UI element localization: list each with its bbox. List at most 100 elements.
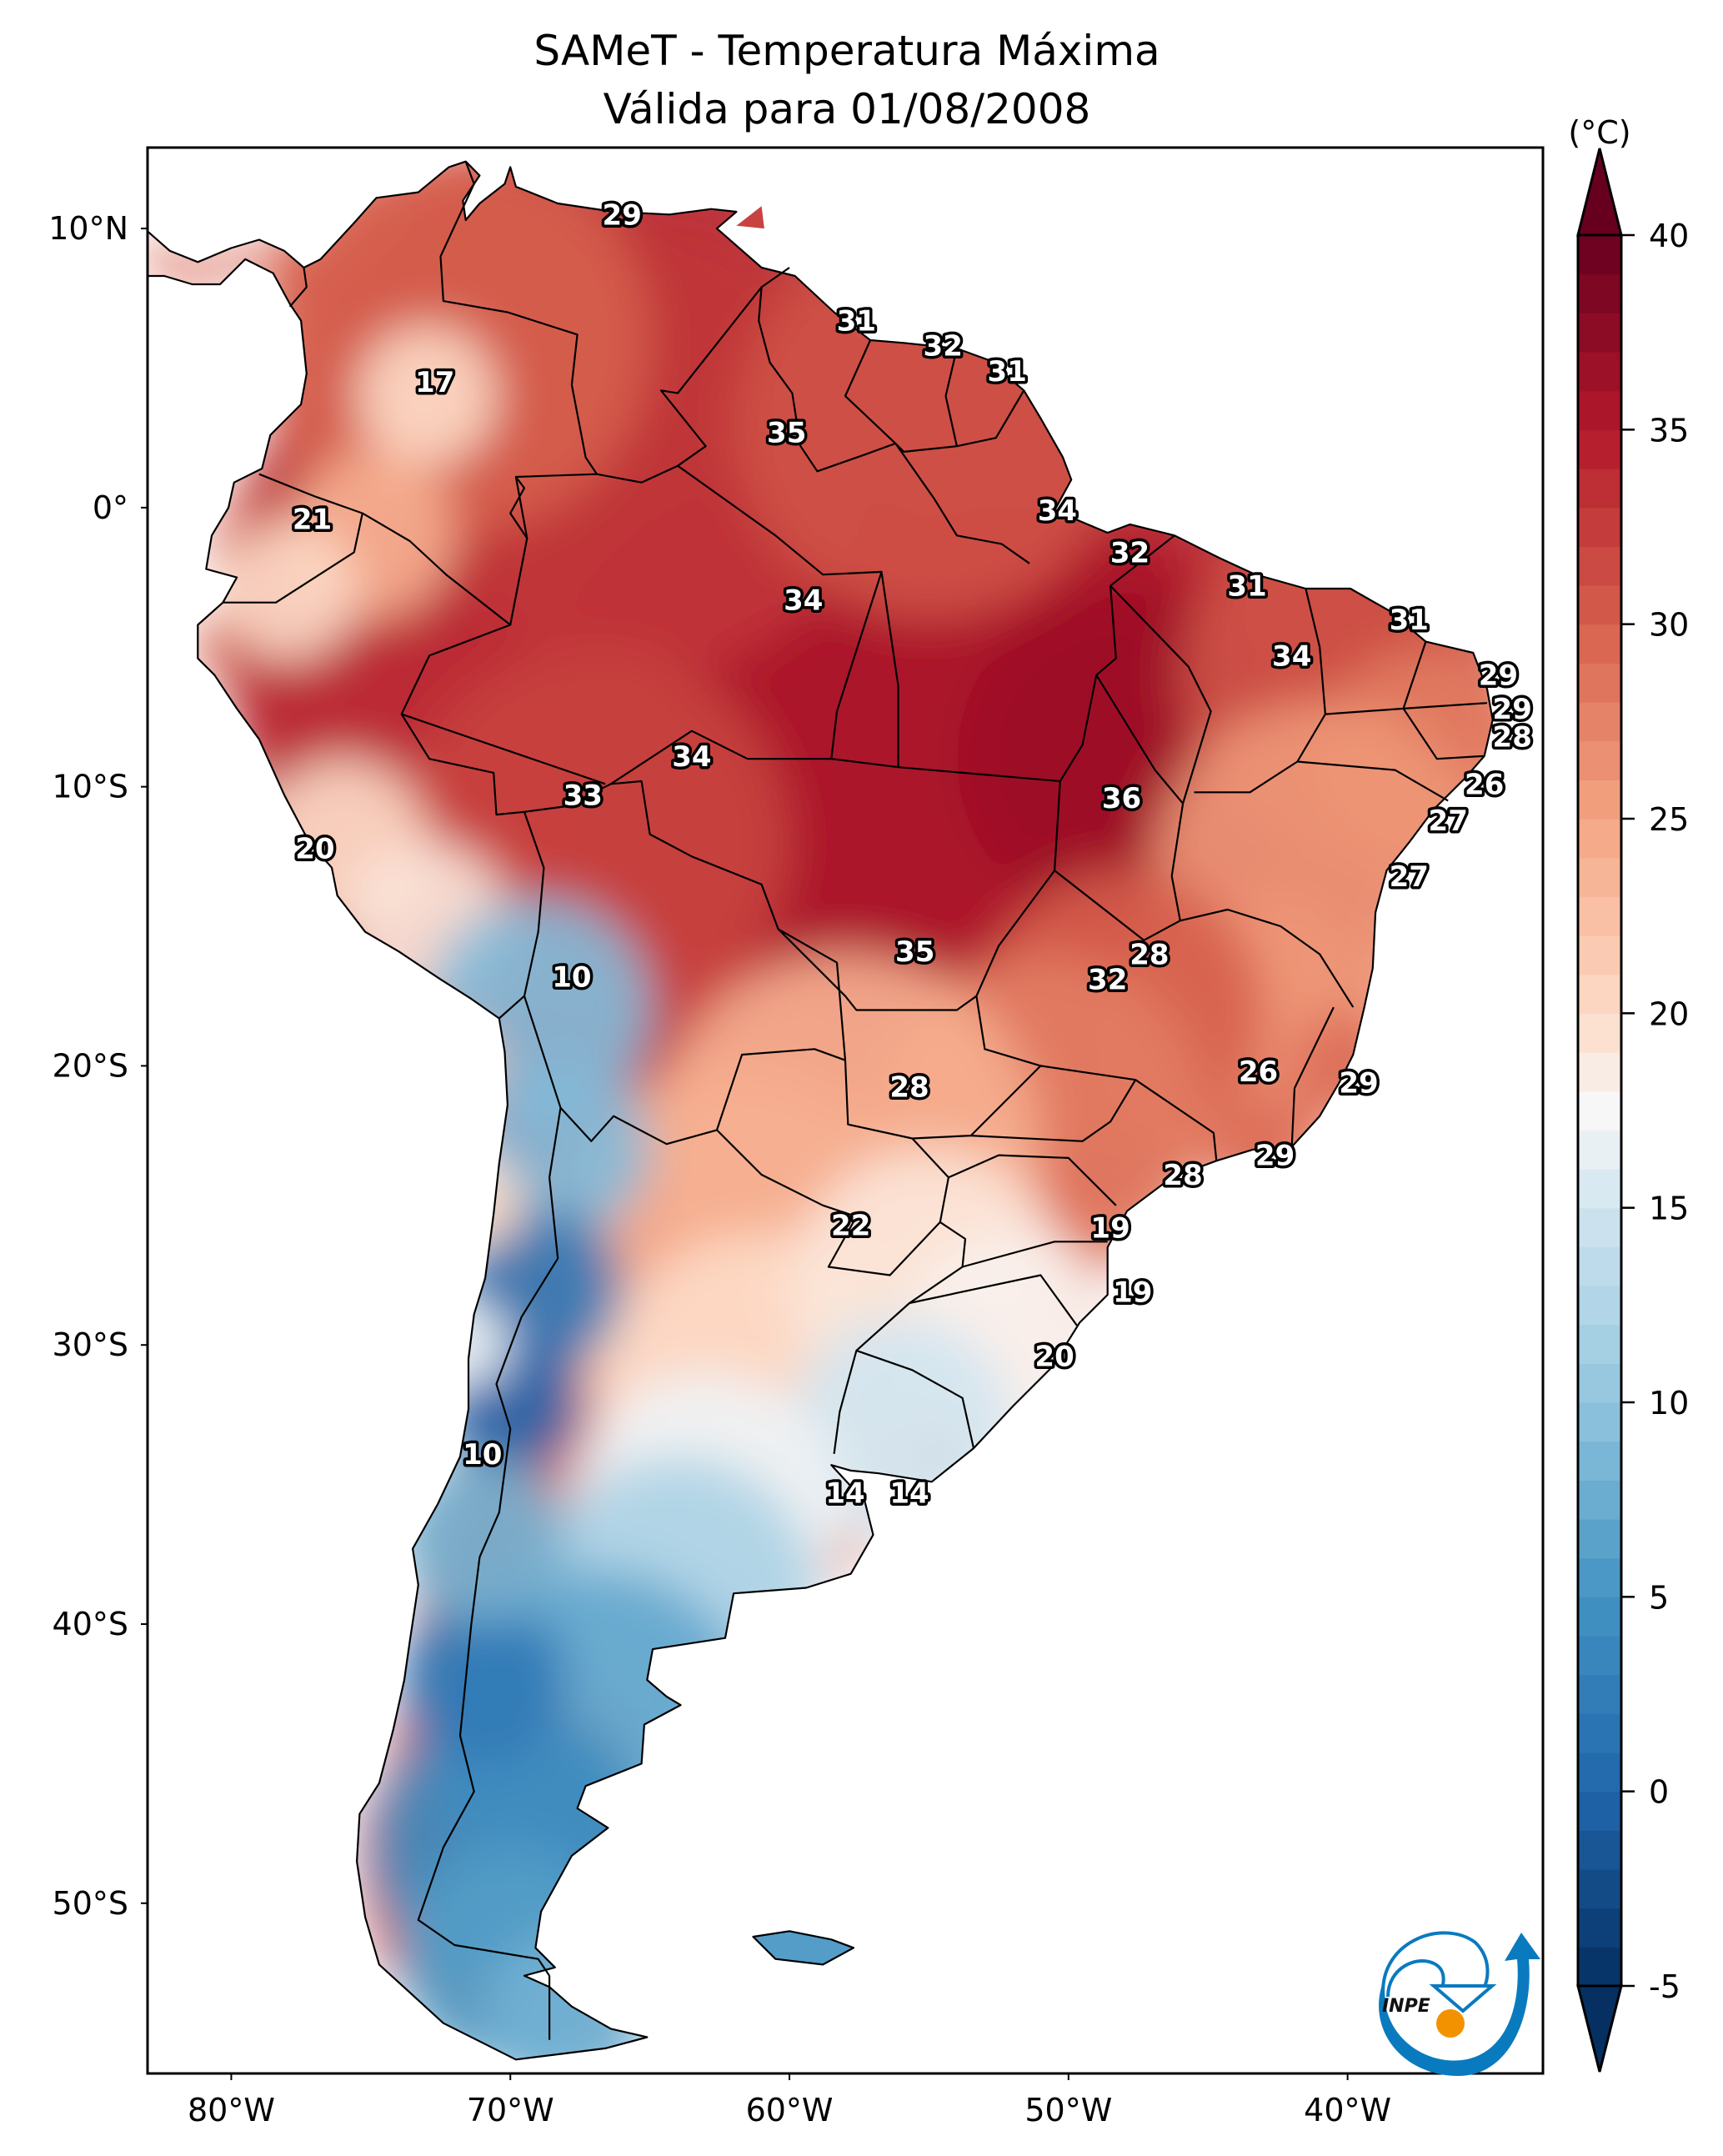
colorbar-tick-label: 20	[1649, 995, 1689, 1032]
border-line	[362, 512, 545, 1020]
temperature-blob	[482, 1065, 650, 1234]
colorbar-band	[1578, 1480, 1621, 1520]
y-tick-label: 40°S	[53, 1606, 128, 1642]
contour-label: 20	[1034, 1341, 1074, 1374]
state-border-line	[401, 713, 606, 785]
contour-label: 29	[1493, 693, 1532, 726]
colorbar-band	[1578, 1869, 1621, 1909]
contour-label: 28	[1163, 1159, 1202, 1192]
y-tick-label: 30°S	[53, 1326, 128, 1363]
colorbar-band	[1578, 974, 1621, 1014]
x-tick-label: 50°W	[1024, 2092, 1112, 2128]
contour-label: 35	[895, 935, 934, 969]
colorbar-band	[1578, 1441, 1621, 1481]
temperature-blob	[217, 521, 358, 662]
colorbar-band	[1578, 585, 1621, 625]
temperature-blob	[357, 326, 497, 466]
contour-label: 26	[1465, 768, 1504, 801]
chart-title: SAMeT - Temperatura Máxima	[533, 27, 1160, 75]
state-border-line	[948, 1154, 1117, 1206]
contour-label: 32	[1088, 964, 1127, 997]
border-line	[223, 473, 363, 604]
y-tick-label: 10°N	[48, 210, 128, 247]
map-area: 2917213132313534323134313429292826272736…	[148, 148, 1543, 2073]
border-line	[716, 1060, 949, 1276]
chart-subtitle: Válida para 01/08/2008	[604, 85, 1091, 133]
state-border-line	[1180, 908, 1355, 1008]
state-border-line	[912, 780, 1061, 1140]
colorbar-band	[1578, 663, 1621, 703]
colorbar-band	[1578, 507, 1621, 547]
colorbar-band	[1578, 1636, 1621, 1676]
border-line	[758, 267, 896, 473]
logo-outer-loop-icon	[1381, 1931, 1490, 2002]
colorbar-tick-label: 15	[1649, 1191, 1689, 1227]
contour-label: 27	[1429, 805, 1468, 838]
colorbar-tick-label: 30	[1649, 607, 1689, 644]
colorbar-extend-min	[1576, 1984, 1623, 2073]
colorbar-band	[1578, 935, 1621, 975]
contour-label: 33	[563, 780, 603, 813]
border-line	[523, 780, 847, 1146]
colorbar-band	[1578, 1363, 1621, 1403]
colorbar-band	[1578, 1519, 1621, 1559]
y-tick-label: 0°	[93, 489, 128, 526]
contour-label: 32	[924, 330, 963, 364]
colorbar-band	[1578, 1713, 1621, 1753]
contour-label: 29	[603, 198, 642, 232]
colorbar-tick-label: -5	[1649, 1968, 1680, 2005]
contour-label: 34	[1038, 494, 1077, 528]
colorbar-band	[1578, 352, 1621, 392]
contour-label: 29	[1479, 659, 1518, 693]
state-border-line	[1290, 1006, 1335, 1147]
state-border-line	[1194, 588, 1326, 794]
state-border-line	[1297, 760, 1449, 802]
country-borders	[223, 161, 1488, 2040]
colorbar-tick-label: 35	[1649, 412, 1689, 449]
colorbar-units-label: (°C)	[1568, 114, 1630, 151]
contour-label: 31	[1390, 604, 1429, 637]
contour-label: 28	[1129, 939, 1169, 972]
colorbar: (°C) 40 35 30 25 20 15 10 5 0 -5	[1568, 114, 1689, 2073]
contour-label: 10	[552, 960, 591, 994]
colorbar-band	[1578, 1013, 1621, 1053]
colorbar-band	[1578, 1674, 1621, 1714]
colorbar-tick-label: 5	[1649, 1579, 1669, 1616]
contour-label: 10	[463, 1438, 502, 1472]
contour-label: 35	[767, 417, 806, 450]
y-tick-label: 10°S	[53, 769, 128, 805]
colorbar-tick-label: 40	[1649, 218, 1689, 254]
contour-label: 34	[672, 740, 711, 774]
contour-label: 28	[1493, 720, 1532, 754]
contour-label: 34	[1272, 639, 1311, 673]
border-line	[288, 267, 308, 308]
state-border-line	[610, 464, 883, 785]
contour-label: 36	[1102, 782, 1141, 815]
state-border-line	[970, 1079, 1137, 1142]
colorbar-band	[1578, 1908, 1621, 1948]
border-line	[439, 161, 599, 625]
logo-sun-icon	[1436, 2009, 1465, 2038]
contour-label: 19	[1113, 1276, 1152, 1310]
colorbar-band	[1578, 1557, 1621, 1597]
colorbar-band	[1578, 1597, 1621, 1637]
x-tick-label: 80°W	[188, 2092, 275, 2128]
colorbar-band	[1578, 1947, 1621, 1987]
colorbar-tick-label: 25	[1649, 801, 1689, 838]
colorbar-band	[1578, 1091, 1621, 1131]
colorbar-band	[1578, 273, 1621, 313]
state-border-line	[1040, 1065, 1218, 1161]
state-border-line	[1054, 674, 1185, 941]
state-border-line	[909, 1274, 1078, 1326]
colorbar-band	[1578, 313, 1621, 353]
colorbar-band	[1578, 1169, 1621, 1209]
y-axis: 10°N 0° 10°S 20°S 30°S 40°S 50°S	[48, 210, 148, 1922]
logo-swoosh-icon	[1379, 1933, 1540, 2076]
logo-text: INPE	[1382, 1996, 1430, 2017]
colorbar-band	[1578, 896, 1621, 936]
falkland-islands	[752, 1930, 855, 1966]
colorbar-outline	[1576, 233, 1623, 1988]
colorbar-band	[1578, 857, 1621, 897]
state-border-line	[880, 534, 1175, 783]
contour-label: 34	[784, 584, 823, 617]
